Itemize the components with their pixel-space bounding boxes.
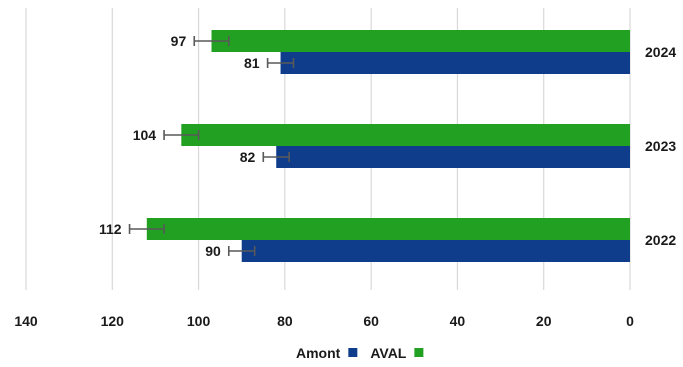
error-bar-amont-2022: [227, 246, 256, 256]
data-label-aval-2022: 112: [99, 221, 122, 237]
category-label: 2024: [645, 44, 676, 60]
x-tick-label: 40: [450, 313, 466, 329]
error-bar-aval-2023: [163, 130, 200, 140]
x-tick-label: 60: [363, 313, 379, 329]
legend: Amont AVAL: [296, 345, 424, 361]
category-label: 2023: [645, 138, 676, 154]
data-label-amont-2022: 90: [205, 243, 221, 259]
bar-amont-2022: [241, 240, 630, 262]
data-labels: 97 81 104 82 112 90: [99, 33, 260, 259]
x-tick-label: 80: [277, 313, 293, 329]
data-label-amont-2023: 82: [240, 149, 256, 165]
error-bar-amont-2024: [266, 58, 295, 68]
error-bar-amont-2023: [262, 152, 290, 162]
error-bar-aval-2024: [193, 36, 230, 46]
category-label: 2022: [645, 232, 676, 248]
legend-swatch-aval: [414, 348, 424, 357]
bars: [146, 30, 631, 262]
x-tick-label: 0: [626, 313, 634, 329]
error-bar-aval-2022: [128, 224, 165, 234]
bar-aval-2023: [181, 124, 631, 146]
x-tick-label: 100: [187, 313, 211, 329]
legend-label-amont: Amont: [296, 345, 341, 361]
x-tick-label: 140: [14, 313, 38, 329]
data-label-aval-2024: 97: [171, 33, 187, 49]
x-tick-label: 120: [101, 313, 125, 329]
error-bars: [128, 36, 295, 256]
x-axis-ticks: 140 120 100 80 60 40 20 0: [14, 313, 634, 329]
bar-amont-2023: [276, 146, 630, 168]
bar-amont-2024: [280, 52, 630, 74]
bar-aval-2024: [211, 30, 630, 52]
x-tick-label: 20: [536, 313, 552, 329]
legend-label-aval: AVAL: [370, 345, 406, 361]
bar-aval-2022: [146, 218, 631, 240]
data-label-amont-2024: 81: [244, 55, 260, 71]
data-label-aval-2023: 104: [133, 127, 157, 143]
legend-swatch-amont: [348, 348, 358, 357]
category-labels: 2024 2023 2022: [645, 44, 676, 248]
